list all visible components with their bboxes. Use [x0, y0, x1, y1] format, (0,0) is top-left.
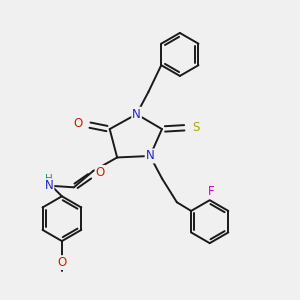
- Text: O: O: [95, 166, 105, 179]
- Text: H: H: [45, 174, 53, 184]
- Text: N: N: [146, 149, 154, 163]
- Text: O: O: [57, 256, 67, 269]
- Text: N: N: [132, 108, 141, 121]
- Text: F: F: [208, 185, 214, 198]
- Text: O: O: [74, 117, 83, 130]
- Text: N: N: [45, 179, 53, 192]
- Text: S: S: [192, 121, 200, 134]
